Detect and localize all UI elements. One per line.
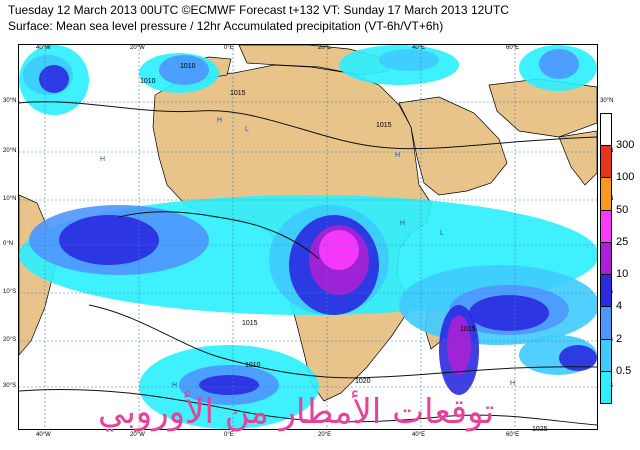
legend-color-box [600, 209, 612, 243]
legend-value-label: 2 [616, 332, 623, 345]
low-pressure-marker: L [370, 246, 374, 253]
left-latitude-label: 10°S [3, 289, 17, 295]
low-pressure-marker: L [440, 230, 444, 237]
high-pressure-marker: H [172, 382, 178, 389]
isobar-label: 1025 [532, 426, 548, 433]
isobar-label: 1015 [230, 90, 246, 97]
forecast-map [19, 45, 597, 429]
watermark-text: توقعات الأمطار من الأوروبي [98, 392, 495, 432]
bottom-longitude-label: 20°W [130, 432, 145, 438]
isobar-label: 1010 [180, 63, 196, 70]
precipitation-area [59, 215, 159, 265]
isobar-label: 1010 [245, 362, 261, 369]
top-longitude-label: 0°E [224, 45, 234, 51]
legend-value-label: 4 [616, 300, 623, 313]
legend-value-label: 100 [616, 171, 635, 184]
graticule [19, 45, 597, 429]
top-longitude-label: 60°E [506, 45, 520, 51]
precipitation-area [319, 230, 359, 270]
legend-color-box [600, 113, 612, 147]
top-longitude-label: 20°E [318, 45, 332, 51]
left-latitude-label: 20°N [3, 148, 17, 154]
high-pressure-marker: H [217, 117, 223, 124]
precipitation-area [39, 65, 69, 93]
isobar-line [19, 388, 597, 426]
left-latitude-label: 20°S [3, 337, 17, 343]
bottom-longitude-label: 40°E [412, 432, 426, 438]
isobar-line [118, 211, 320, 260]
precipitation-legend: 300 100 50 25 10 4 2 0.5 [600, 113, 640, 404]
isobar-line [19, 101, 597, 150]
precipitation-area [379, 49, 439, 71]
legend-color-box [600, 274, 612, 308]
precipitation-area [469, 295, 549, 331]
legend-value-label: 10 [616, 268, 629, 281]
left-latitude-label: 30°N [3, 98, 17, 104]
forecast-title: Tuesday 12 March 2013 00UTC ©ECMWF Forec… [8, 3, 509, 17]
precipitation-layer [19, 45, 597, 429]
high-pressure-marker: H [510, 380, 516, 387]
legend-value-label: 25 [616, 235, 629, 248]
isobar-label: 1015 [460, 326, 476, 333]
right-latitude-label: 30°N [600, 98, 614, 104]
bottom-longitude-label: 0°E [224, 432, 234, 438]
precipitation-area [447, 315, 471, 375]
legend-color-box [600, 241, 612, 276]
map-frame [18, 44, 598, 430]
bottom-longitude-label: 40°W [36, 432, 51, 438]
isobars [19, 101, 597, 426]
top-longitude-label: 40°E [412, 45, 426, 51]
india-landmass [558, 130, 597, 186]
legend-color-box [600, 177, 612, 211]
isobar-label: 1015 [242, 320, 258, 327]
precipitation-area [159, 55, 209, 85]
top-longitude-label: 40°W [36, 45, 51, 51]
precipitation-area [199, 375, 259, 395]
high-pressure-marker: H [395, 152, 401, 159]
isobar-label: 1020 [355, 378, 371, 385]
legend-value-label: 0.5 [616, 364, 632, 377]
precipitation-area [559, 345, 597, 371]
isobar-label: 1015 [376, 122, 392, 129]
legend-value-label: 300 [616, 139, 635, 152]
isobar-line [88, 304, 597, 379]
high-pressure-marker: H [400, 220, 406, 227]
bottom-longitude-label: 60°E [506, 432, 520, 438]
left-latitude-label: 30°S [3, 383, 17, 389]
legend-color-box [600, 370, 612, 404]
legend-color-box [600, 338, 612, 372]
top-longitude-label: 20°W [130, 45, 145, 51]
low-pressure-marker: L [250, 378, 254, 385]
low-pressure-marker: L [245, 126, 249, 133]
precipitation-area [539, 49, 579, 79]
legend-color-box [600, 306, 612, 340]
bottom-longitude-label: 20°E [318, 432, 332, 438]
legend-value-label: 50 [616, 203, 629, 216]
forecast-subtitle: Surface: Mean sea level pressure / 12hr … [8, 19, 444, 33]
isobar-label: 1010 [140, 78, 156, 85]
legend-color-box [600, 145, 612, 179]
left-latitude-label: 10°N [3, 196, 17, 202]
left-latitude-label: 0°N [3, 241, 14, 247]
high-pressure-marker: H [100, 156, 106, 163]
chart-header: Tuesday 12 March 2013 00UTC ©ECMWF Forec… [0, 0, 640, 44]
